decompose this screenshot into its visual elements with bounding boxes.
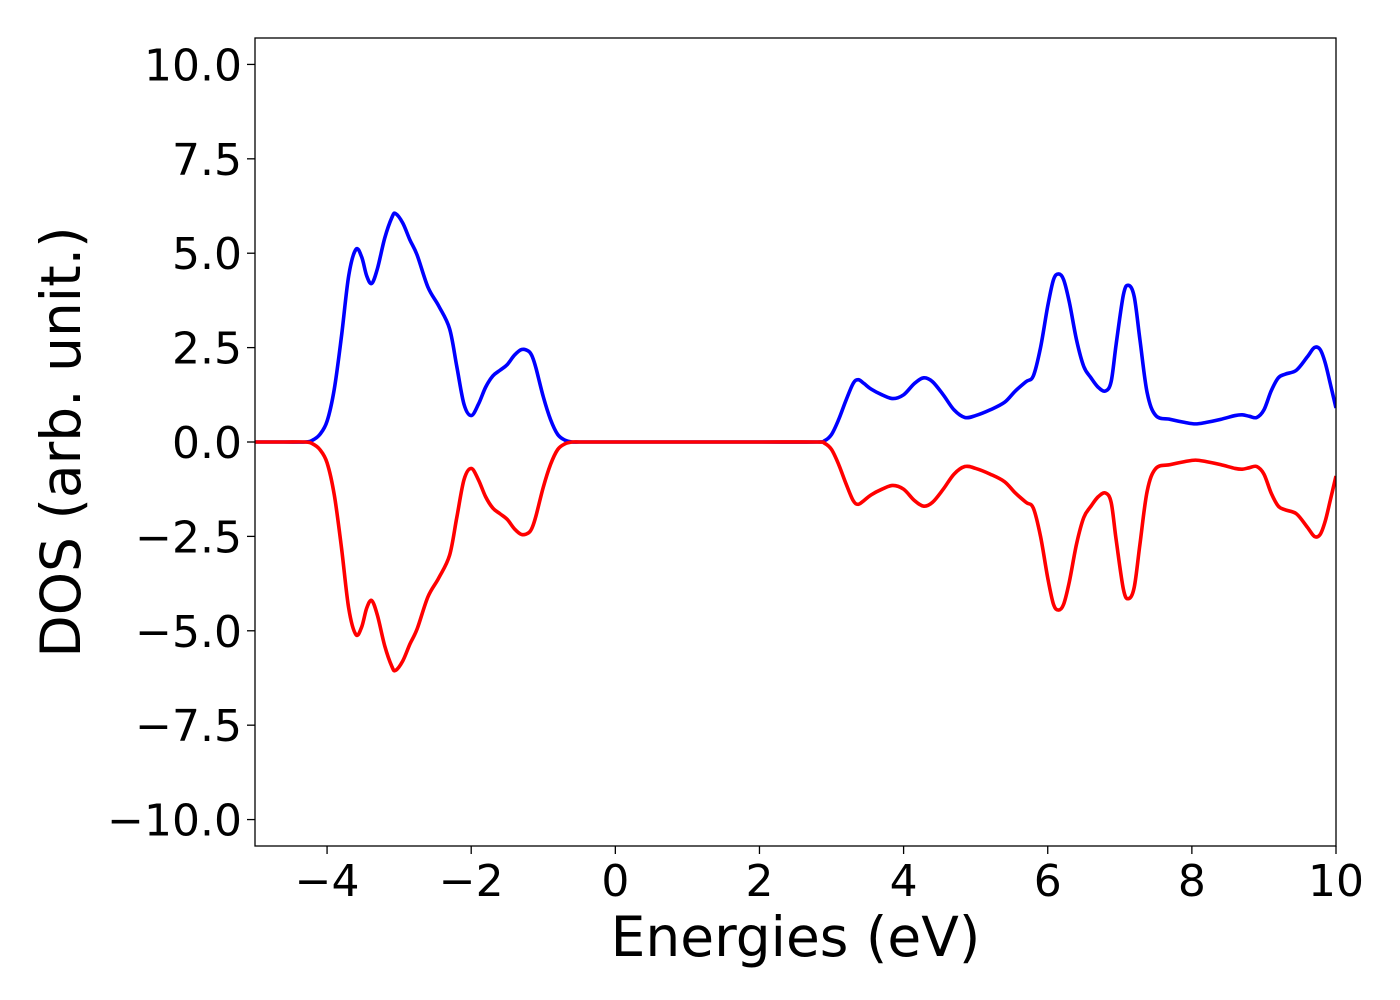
y-tick-label: 0.0 (172, 418, 242, 469)
y-axis-ticks: 10.0 7.5 5.0 2.5 0.0 −2.5 −5.0 −7.5 −10.0 (107, 40, 255, 847)
x-axis-ticks: −4 −2 0 2 4 6 8 10 (295, 846, 1364, 907)
x-tick-label: 8 (1178, 856, 1206, 907)
y-tick-label: 2.5 (172, 324, 242, 375)
y-tick-label: 7.5 (172, 135, 242, 186)
x-tick-label: 6 (1034, 856, 1062, 907)
series-line-1 (255, 211, 1336, 444)
x-axis-label: Energies (eV) (611, 905, 981, 969)
x-tick-label: −2 (439, 856, 504, 907)
x-tick-label: 10 (1308, 856, 1364, 907)
x-tick-label: 4 (890, 856, 918, 907)
y-tick-label: 10.0 (144, 40, 242, 91)
y-tick-label: −5.0 (135, 607, 242, 658)
x-tick-label: 2 (745, 856, 773, 907)
y-tick-label: −10.0 (107, 796, 242, 847)
y-tick-label: −7.5 (135, 701, 242, 752)
x-tick-label: −4 (295, 856, 360, 907)
y-tick-label: −2.5 (135, 512, 242, 563)
y-axis-label: DOS (arb. unit.) (29, 226, 93, 657)
y-tick-label: 5.0 (172, 229, 242, 280)
series-layer (255, 211, 1336, 673)
x-tick-label: 0 (601, 856, 629, 907)
series-line-2 (255, 440, 1336, 673)
